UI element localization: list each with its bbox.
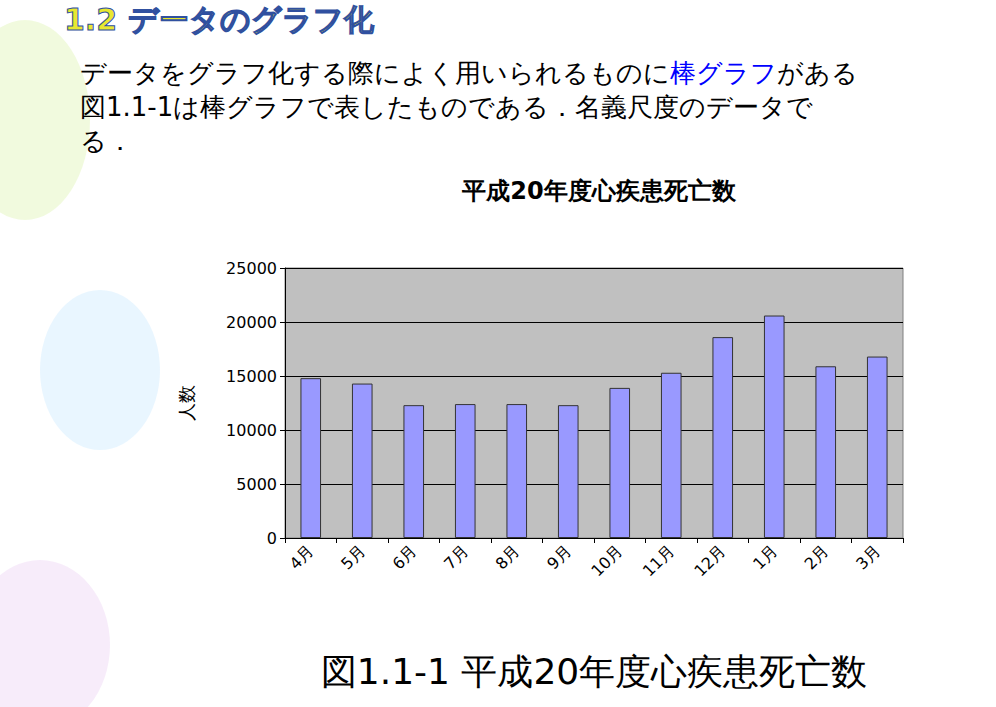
svg-text:人数: 人数 [176, 385, 197, 421]
svg-text:平成20年度心疾患死亡数: 平成20年度心疾患死亡数 [461, 177, 736, 205]
svg-text:5000: 5000 [236, 475, 277, 494]
svg-text:6月: 6月 [389, 541, 421, 573]
svg-text:4月: 4月 [286, 541, 318, 573]
svg-text:3月: 3月 [852, 541, 884, 573]
svg-text:10月: 10月 [587, 541, 626, 580]
html-text:る．: る． [80, 126, 133, 156]
svg-text:8月: 8月 [492, 541, 524, 573]
svg-text:12月: 12月 [690, 541, 729, 580]
svg-text:0: 0 [267, 529, 277, 548]
svg-text:9月: 9月 [543, 541, 575, 573]
svg-text:5月: 5月 [337, 541, 369, 573]
svg-text:10000: 10000 [226, 421, 277, 440]
svg-text:2月: 2月 [801, 541, 833, 573]
html-text:図1.1-1は棒グラフで表したものである．名義尺度のデータで: 図1.1-1は棒グラフで表したものである．名義尺度のデータで [80, 92, 814, 122]
svg-text:1月: 1月 [749, 541, 781, 573]
html-text:データをグラフ化する際によく用いられるものに棒グラフがある: データをグラフ化する際によく用いられるものに棒グラフがある [80, 58, 858, 88]
svg-text:25000: 25000 [226, 259, 277, 278]
svg-text:11月: 11月 [639, 541, 678, 580]
html-text:1.2 データのグラフ化: 1.2 データのグラフ化 [64, 2, 374, 37]
svg-text:7月: 7月 [440, 541, 472, 573]
html-text:図1.1-1 平成20年度心疾患死亡数: 図1.1-1 平成20年度心疾患死亡数 [320, 651, 868, 692]
svg-text:20000: 20000 [226, 313, 277, 332]
svg-text:15000: 15000 [226, 367, 277, 386]
